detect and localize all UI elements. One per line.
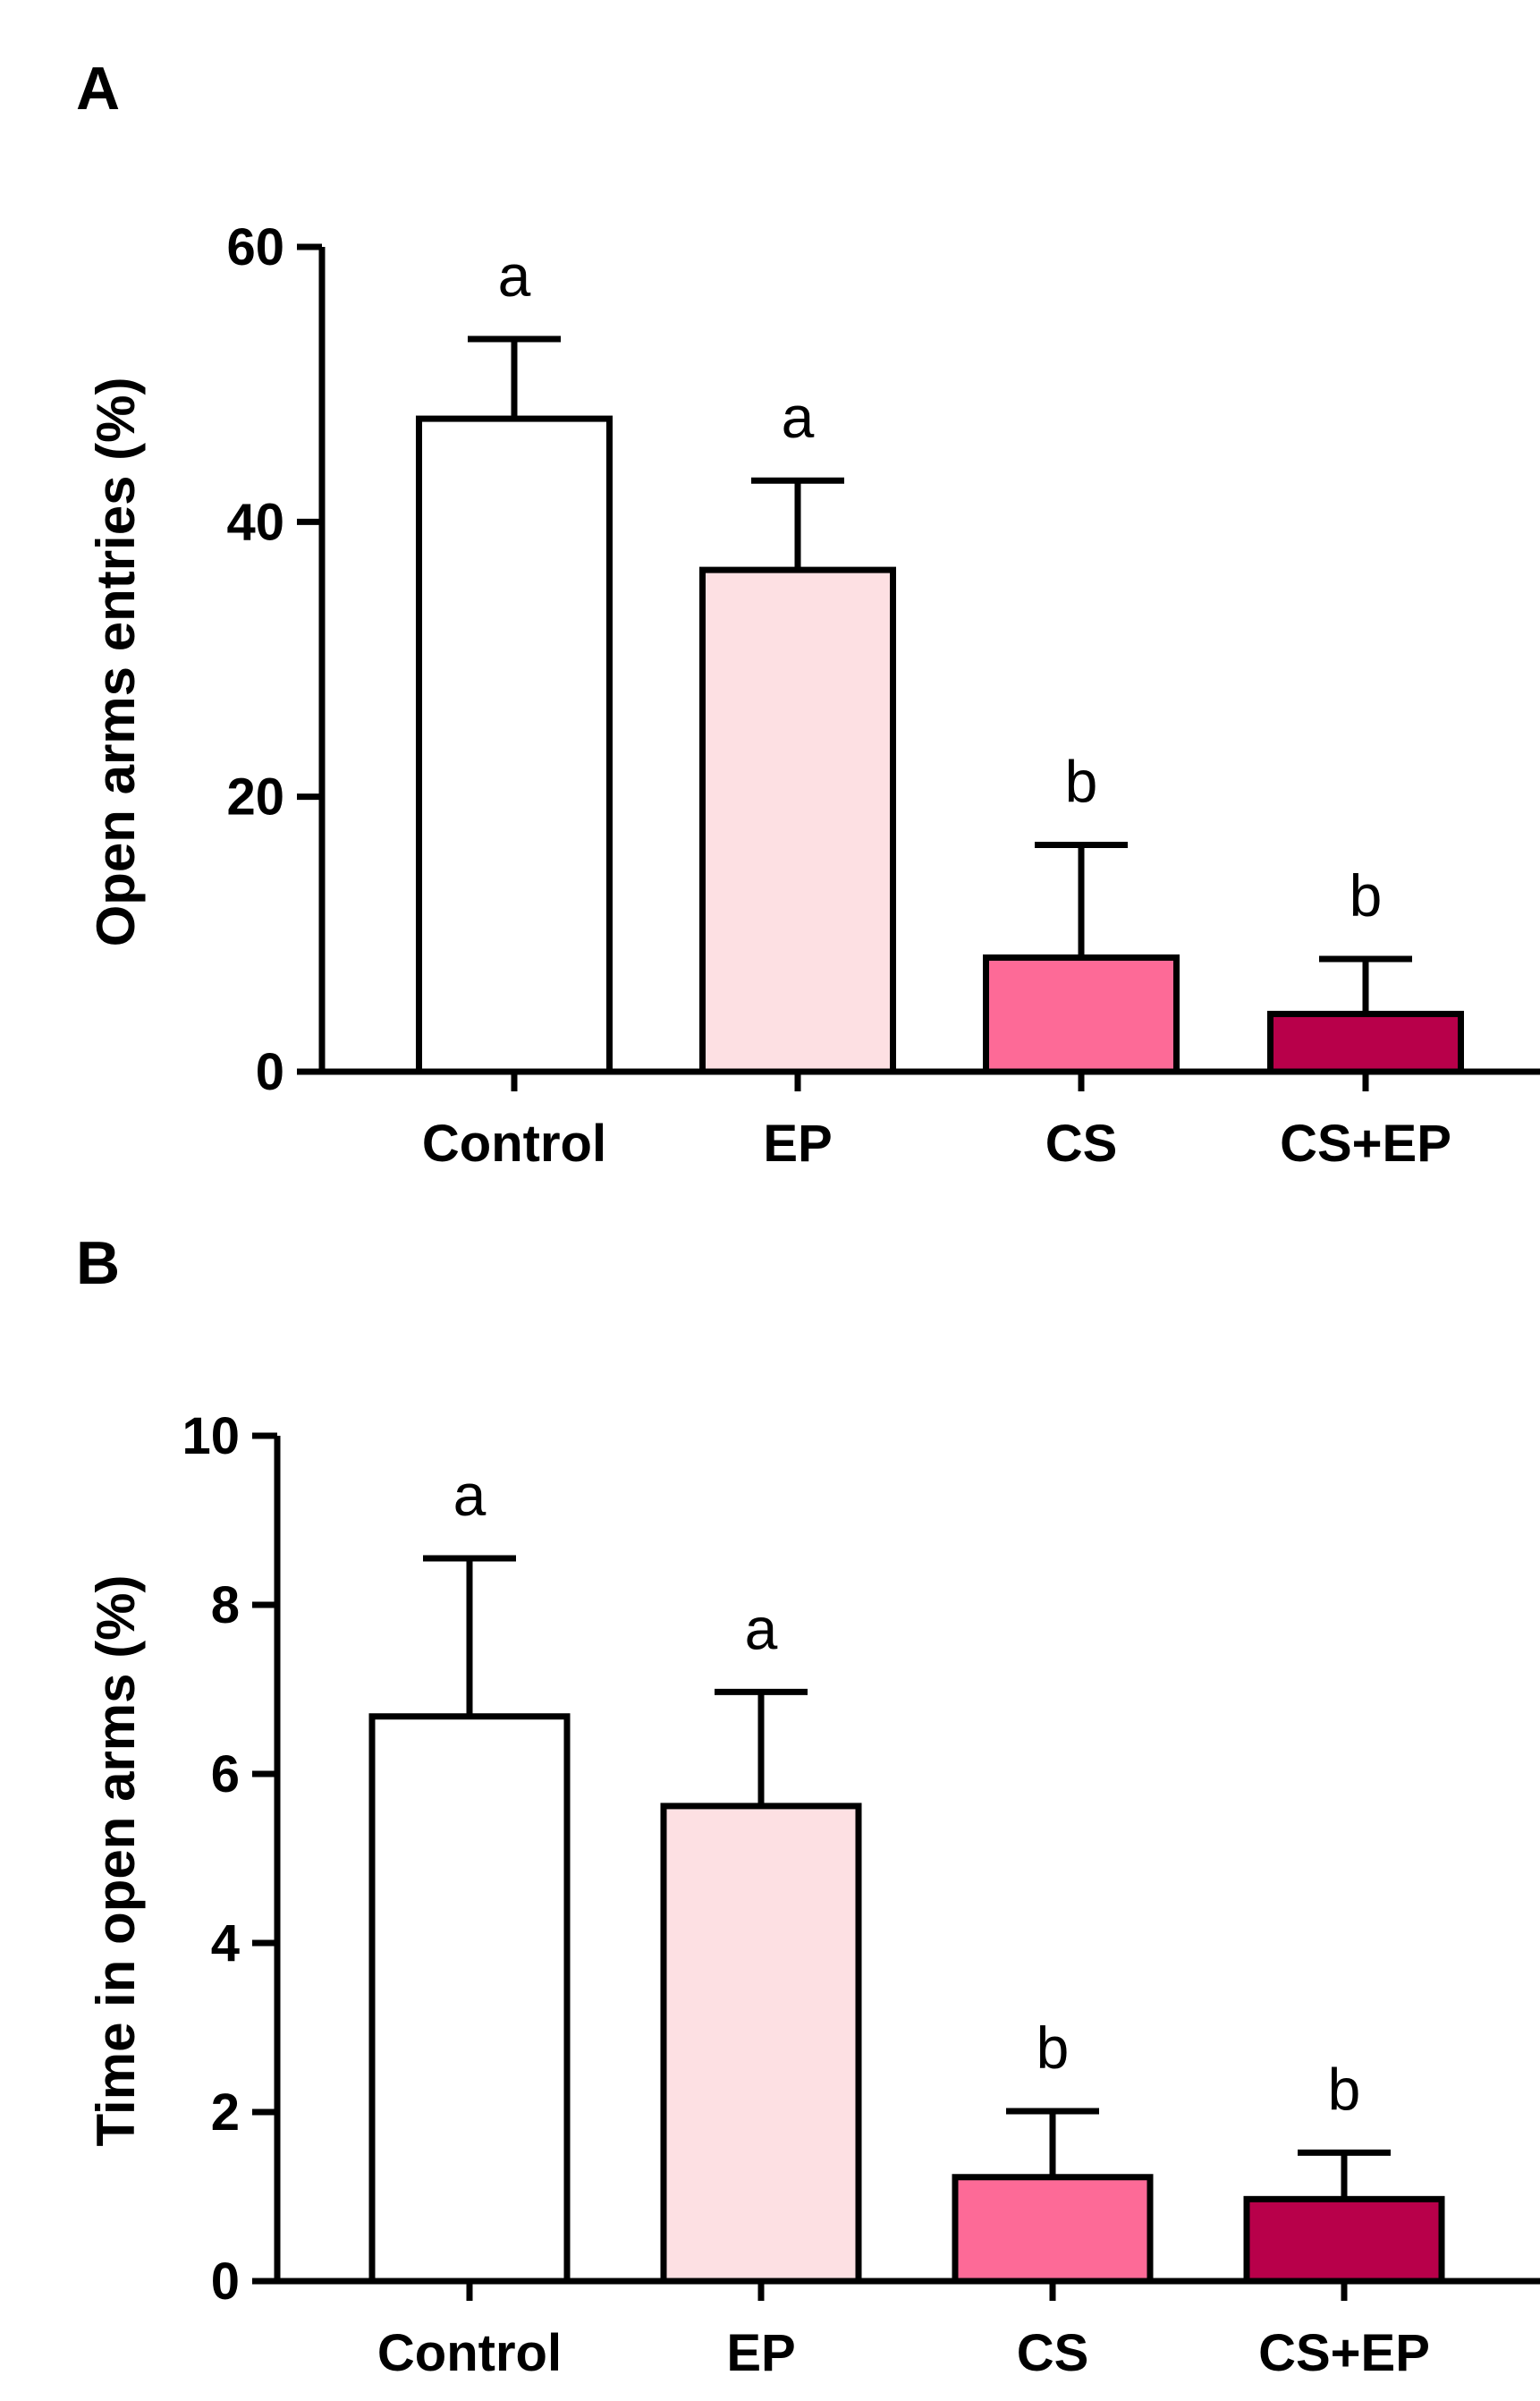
panel-b-significance-label: a — [745, 1595, 778, 1661]
panel-b-significance-label: b — [1037, 2015, 1070, 2081]
panel-b-y-tick-label: 0 — [211, 2253, 240, 2311]
panel-a-significance-label: b — [1065, 748, 1098, 814]
panel-b-significance-label: b — [1328, 2056, 1361, 2122]
panel-a-significance-label: a — [498, 242, 531, 309]
panel-a-bar-ep — [699, 566, 896, 1075]
panel-b-category-label: CS — [1017, 2324, 1089, 2382]
panel-b-category-label: Control — [377, 2324, 562, 2382]
panel-a-plot: a Control a EP b CS b CS+EP 0 20 40 60 — [226, 218, 1540, 1173]
panel-a-bar-control — [416, 415, 613, 1075]
panel-b-bar-control — [368, 1713, 571, 2285]
panel-a-y-tick-label: 0 — [256, 1043, 284, 1101]
panel-a-category-label: EP — [763, 1115, 832, 1173]
panel-a-significance-label: b — [1350, 862, 1383, 929]
panel-b-y-tick-label: 4 — [211, 1914, 240, 1973]
panel-b: B Time in open arms (%) a Control a EP b CS b C… — [76, 1229, 1540, 2382]
panel-a-y-axis-title: Open arms entries (%) — [86, 378, 146, 947]
panel-a-category-label: CS+EP — [1280, 1115, 1451, 1173]
panel-b-category-label: CS+EP — [1258, 2324, 1430, 2382]
panel-a-bar-cs — [983, 954, 1180, 1075]
panel-b-y-tick-label: 6 — [211, 1745, 240, 1803]
panel-b-y-axis-title: Time in open arms (%) — [86, 1574, 146, 2146]
panel-b-bar-cs — [952, 2174, 1154, 2285]
panel-b-y-tick-label: 10 — [182, 1407, 240, 1465]
panel-b-category-label: EP — [726, 2324, 795, 2382]
panel-b-bar-cs-plus-ep — [1243, 2195, 1445, 2285]
panel-b-significance-label: a — [453, 1462, 487, 1528]
panel-a-category-label: Control — [422, 1115, 606, 1173]
panel-b-y-tick-label: 8 — [211, 1576, 240, 1634]
panel-b-label: B — [76, 1229, 120, 1297]
panel-a-y-tick-label: 40 — [226, 493, 284, 551]
panel-a-category-label: CS — [1045, 1115, 1118, 1173]
panel-a-label: A — [76, 55, 120, 123]
panel-a-y-tick-label: 20 — [226, 768, 284, 827]
panel-a-bar-cs-plus-ep — [1267, 1010, 1464, 1075]
panel-a-significance-label: a — [782, 384, 815, 450]
panel-a-y-tick-label: 60 — [226, 218, 284, 276]
panel-b-bar-ep — [660, 1803, 862, 2285]
panel-a: A Open arms entries (%) a Control a EP b CS b C… — [76, 55, 1540, 1173]
panel-b-y-tick-label: 2 — [211, 2083, 240, 2142]
panel-b-plot: a Control a EP b CS b CS+EP 0 2 4 6 8 10 — [182, 1407, 1540, 2382]
